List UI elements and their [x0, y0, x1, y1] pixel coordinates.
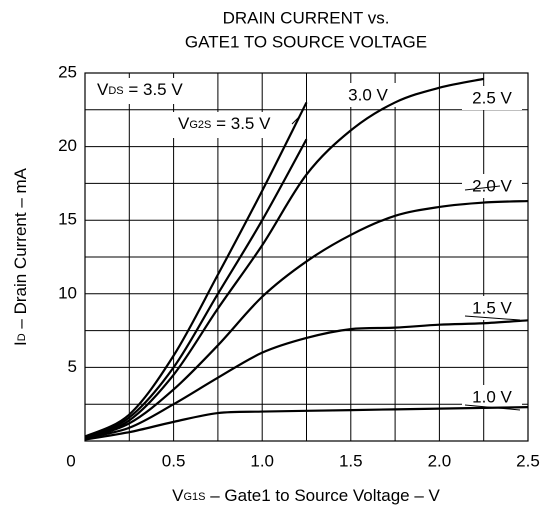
- leader-line: [291, 115, 301, 125]
- plot-frame: [84, 72, 529, 442]
- annotation: VDS = 3.5 V: [97, 80, 183, 99]
- curve: [84, 199, 529, 440]
- label-background: [462, 174, 522, 198]
- y-tick-label: 10: [58, 283, 77, 302]
- y-tick-label: 20: [58, 136, 77, 155]
- leader-line: [464, 315, 521, 321]
- annotation-value: 3.5 V: [231, 114, 271, 133]
- curve: [84, 77, 484, 440]
- x-tick-label: 0.5: [162, 451, 186, 470]
- curve: [84, 138, 308, 440]
- label-background: [173, 112, 297, 138]
- y-tick-label: 15: [58, 210, 77, 229]
- label-background: [92, 78, 212, 104]
- series-label: 3.0 V: [348, 85, 388, 104]
- series-label: 1.5 V: [472, 298, 512, 317]
- annotation-sub: G2S: [189, 119, 211, 131]
- chart-title: DRAIN CURRENT vs.: [223, 8, 390, 27]
- x-tick-label: 2.0: [428, 451, 452, 470]
- annotation: VG2S = 3.5 V: [178, 114, 271, 133]
- annotation-main: V: [178, 114, 190, 133]
- label-background: [462, 296, 522, 320]
- curve: [84, 319, 529, 440]
- series-label: 2.5 V: [472, 88, 512, 107]
- label-background: [462, 86, 522, 110]
- annotation-sub: DS: [108, 85, 123, 97]
- annotation-rest: =: [211, 114, 230, 133]
- x-tick-label: 1.0: [250, 451, 274, 470]
- curve: [84, 101, 308, 438]
- label-background: [462, 385, 522, 409]
- series-label: 2.0 V: [472, 176, 512, 195]
- x-tick-label: 1.5: [339, 451, 363, 470]
- y-tick-label: 5: [68, 357, 77, 376]
- annotation-rest: = 3.5 V: [124, 80, 184, 99]
- series-label: 1.0 V: [472, 387, 512, 406]
- y-axis-label: ID – Drain Current – mA: [11, 167, 30, 346]
- x-axis-label: VG1S – Gate1 to Source Voltage – V: [172, 486, 440, 505]
- x-tick-label: 0: [66, 451, 75, 470]
- x-tick-label: 2.5: [516, 451, 540, 470]
- curve: [84, 406, 529, 441]
- label-background: [338, 83, 398, 107]
- chart-title: GATE1 TO SOURCE VOLTAGE: [185, 32, 427, 51]
- annotation-main: V: [97, 80, 109, 99]
- leader-line: [464, 404, 521, 411]
- leader-line: [464, 185, 501, 191]
- y-tick-label: 25: [58, 62, 77, 81]
